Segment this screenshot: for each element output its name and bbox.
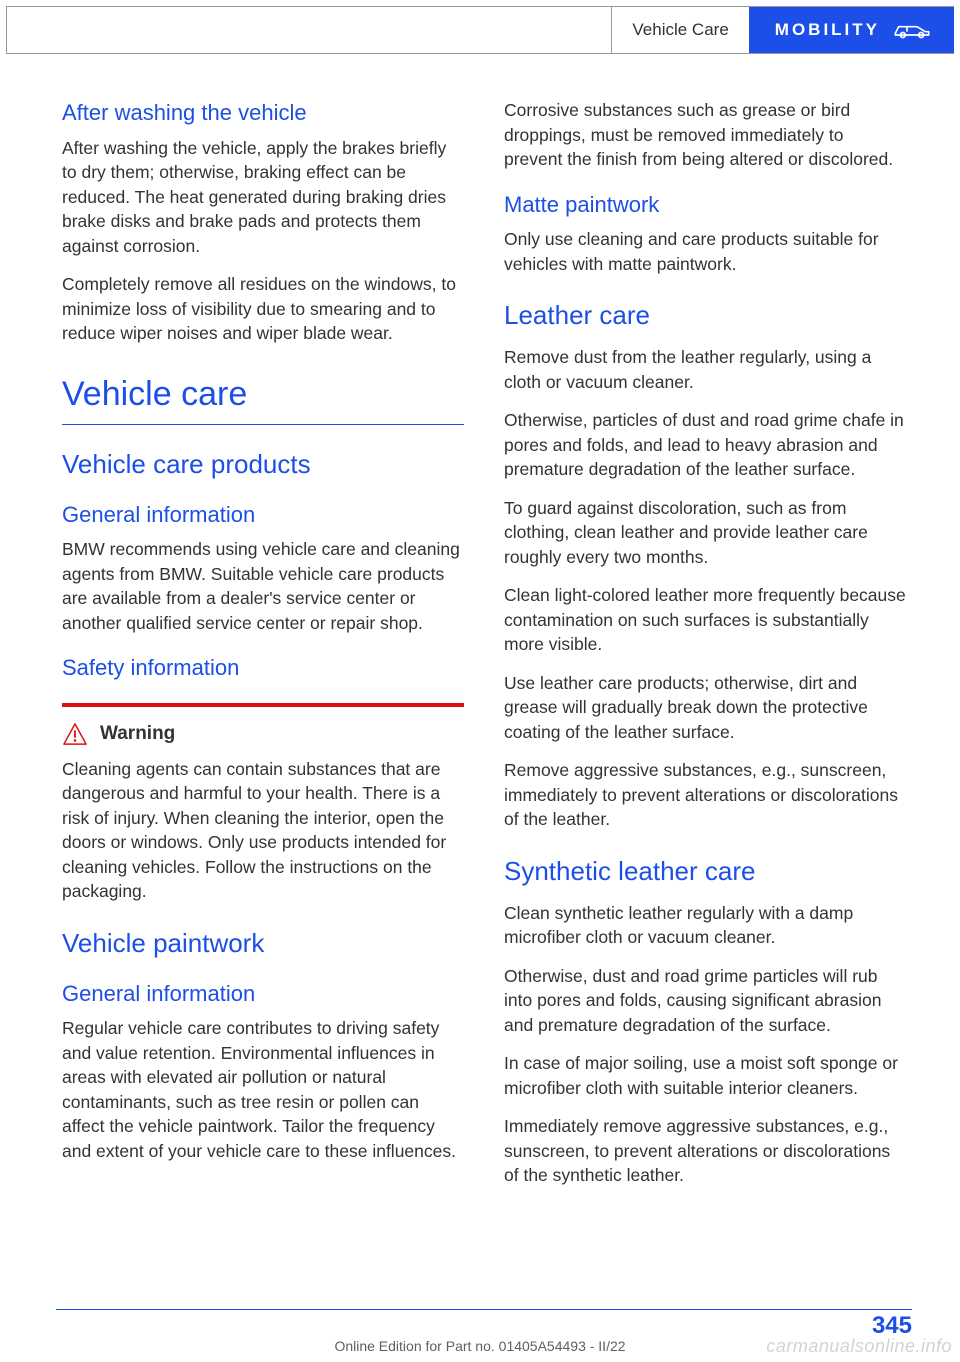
warning-triangle-icon (62, 722, 88, 746)
left-column: After washing the vehicle After washing … (62, 98, 464, 1202)
body-text: Remove aggressive substances, e.g., suns… (504, 758, 906, 832)
watermark-text: carmanualsonline.info (766, 1334, 952, 1358)
body-text: Regular vehicle care contributes to driv… (62, 1016, 464, 1163)
footer-divider (56, 1309, 912, 1310)
warning-text: Cleaning agents can contain substances t… (62, 757, 464, 904)
warning-block: Warning Cleaning agents can contain subs… (62, 703, 464, 904)
right-column: Corrosive substances such as grease or b… (504, 98, 906, 1202)
warning-label: Warning (100, 721, 175, 747)
heading-care-products: Vehicle care products (62, 447, 464, 482)
page-header: Vehicle Care MOBILITY (6, 6, 954, 54)
car-icon (892, 20, 932, 40)
heading-general-info: General information (62, 500, 464, 530)
body-text: Completely remove all residues on the wi… (62, 272, 464, 346)
body-text: After washing the vehicle, apply the bra… (62, 136, 464, 259)
body-text: Clean synthetic leather regularly with a… (504, 901, 906, 950)
header-brand: MOBILITY (749, 7, 954, 53)
body-text: Corrosive substances such as grease or b… (504, 98, 906, 172)
heading-synthetic-leather: Synthetic leather care (504, 854, 906, 889)
heading-vehicle-care: Vehicle care (62, 372, 464, 425)
body-text: BMW recommends using vehicle care and cl… (62, 537, 464, 635)
heading-after-washing: After washing the vehicle (62, 98, 464, 128)
brand-label: MOBILITY (775, 19, 880, 42)
heading-safety-info: Safety information (62, 653, 464, 683)
body-text: Otherwise, dust and road grime particles… (504, 964, 906, 1038)
body-text: Clean light-colored leather more frequen… (504, 583, 906, 657)
content-area: After washing the vehicle After washing … (6, 54, 954, 1202)
body-text: Remove dust from the leather regularly, … (504, 345, 906, 394)
heading-general-info: General information (62, 979, 464, 1009)
header-spacer (7, 7, 611, 53)
body-text: In case of major soiling, use a moist so… (504, 1051, 906, 1100)
body-text: Immediately remove aggressive substances… (504, 1114, 906, 1188)
heading-vehicle-paintwork: Vehicle paintwork (62, 926, 464, 961)
warning-title-row: Warning (62, 721, 464, 747)
heading-leather-care: Leather care (504, 298, 906, 333)
body-text: To guard against discoloration, such as … (504, 496, 906, 570)
body-text: Use leather care products; otherwise, di… (504, 671, 906, 745)
header-section-title: Vehicle Care (611, 7, 748, 53)
body-text: Only use cleaning and care products suit… (504, 227, 906, 276)
heading-matte-paintwork: Matte paintwork (504, 190, 906, 220)
body-text: Otherwise, particles of dust and road gr… (504, 408, 906, 482)
